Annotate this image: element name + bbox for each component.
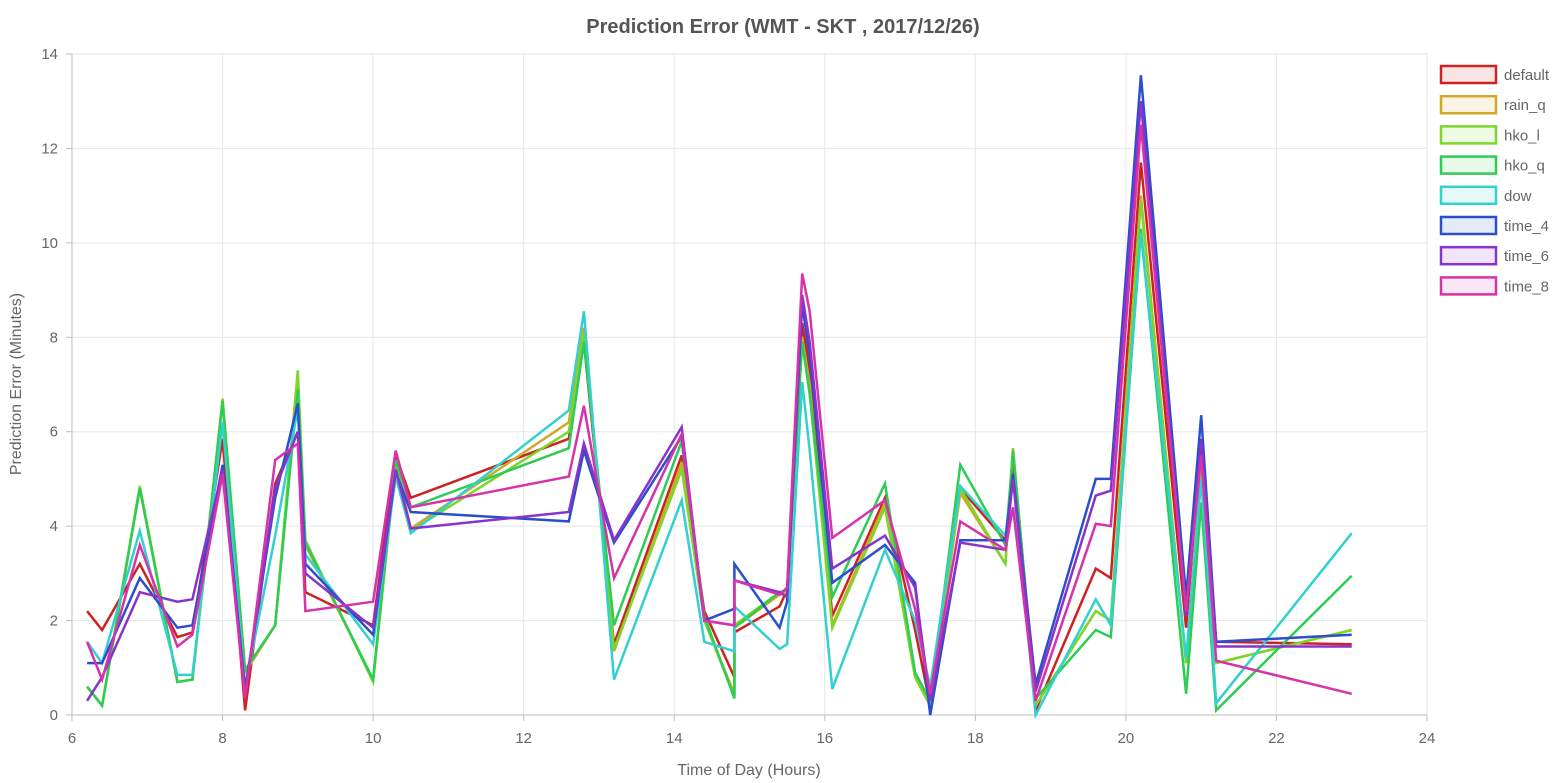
legend-label: hko_l [1504, 127, 1540, 144]
chart-title: Prediction Error (WMT - SKT , 2017/12/26… [586, 16, 979, 38]
x-tick-label: 24 [1419, 730, 1436, 747]
legend-item-time_8[interactable]: time_8 [1439, 276, 1549, 296]
legend-item-dow[interactable]: dow [1439, 185, 1532, 206]
series-lines [85, 75, 1353, 720]
legend-label: time_4 [1504, 218, 1549, 235]
legend-label: hko_q [1504, 158, 1545, 175]
x-tick-label: 20 [1118, 730, 1135, 747]
legend-label: rain_q [1504, 97, 1546, 114]
x-tick-label: 10 [365, 730, 382, 747]
y-axis-ticks: 0 2 4 6 8 10 12 14 [41, 46, 58, 724]
series-line-time_8 [85, 124, 1352, 702]
legend-item-hko_q[interactable]: hko_q [1439, 155, 1545, 175]
x-tick-label: 6 [68, 730, 76, 747]
legend-swatch [1439, 64, 1498, 85]
legend-label: default [1504, 67, 1550, 84]
x-tick-label: 22 [1268, 730, 1285, 747]
legend-label: dow [1504, 188, 1532, 205]
y-tick-label: 6 [50, 424, 58, 441]
x-tick-label: 18 [967, 730, 984, 747]
y-tick-label: 12 [41, 140, 58, 157]
legend-swatch [1439, 125, 1498, 145]
axes [66, 53, 1428, 721]
legend-item-time_4[interactable]: time_4 [1439, 215, 1549, 236]
legend-swatch [1439, 155, 1498, 175]
y-tick-label: 2 [50, 613, 58, 630]
x-axis-ticks: 6 8 10 12 14 16 18 20 22 24 [68, 730, 1436, 747]
legend-label: time_8 [1504, 278, 1549, 295]
y-tick-label: 8 [50, 329, 58, 346]
legend-swatch [1439, 185, 1498, 206]
legend-swatch [1439, 276, 1498, 296]
legend-item-hko_l[interactable]: hko_l [1439, 125, 1540, 145]
legend-item-rain_q[interactable]: rain_q [1439, 94, 1546, 115]
x-tick-label: 8 [218, 730, 226, 747]
x-axis-label: Time of Day (Hours) [677, 762, 820, 779]
legend-label: time_6 [1504, 248, 1549, 265]
x-tick-label: 16 [816, 730, 833, 747]
legend-item-default[interactable]: default [1439, 64, 1550, 85]
x-tick-label: 14 [666, 730, 683, 747]
legend-item-time_6[interactable]: time_6 [1439, 245, 1549, 266]
series-line-hko_q [86, 228, 1353, 714]
y-tick-label: 14 [41, 46, 58, 63]
legend-swatch [1439, 245, 1498, 266]
legend-swatch [1439, 94, 1498, 115]
y-tick-label: 4 [50, 518, 58, 535]
x-tick-label: 12 [515, 730, 532, 747]
y-tick-label: 10 [41, 235, 58, 252]
legend-swatch [1439, 215, 1498, 236]
y-axis-label: Prediction Error (Minutes) [8, 293, 25, 475]
y-tick-label: 0 [50, 707, 58, 724]
